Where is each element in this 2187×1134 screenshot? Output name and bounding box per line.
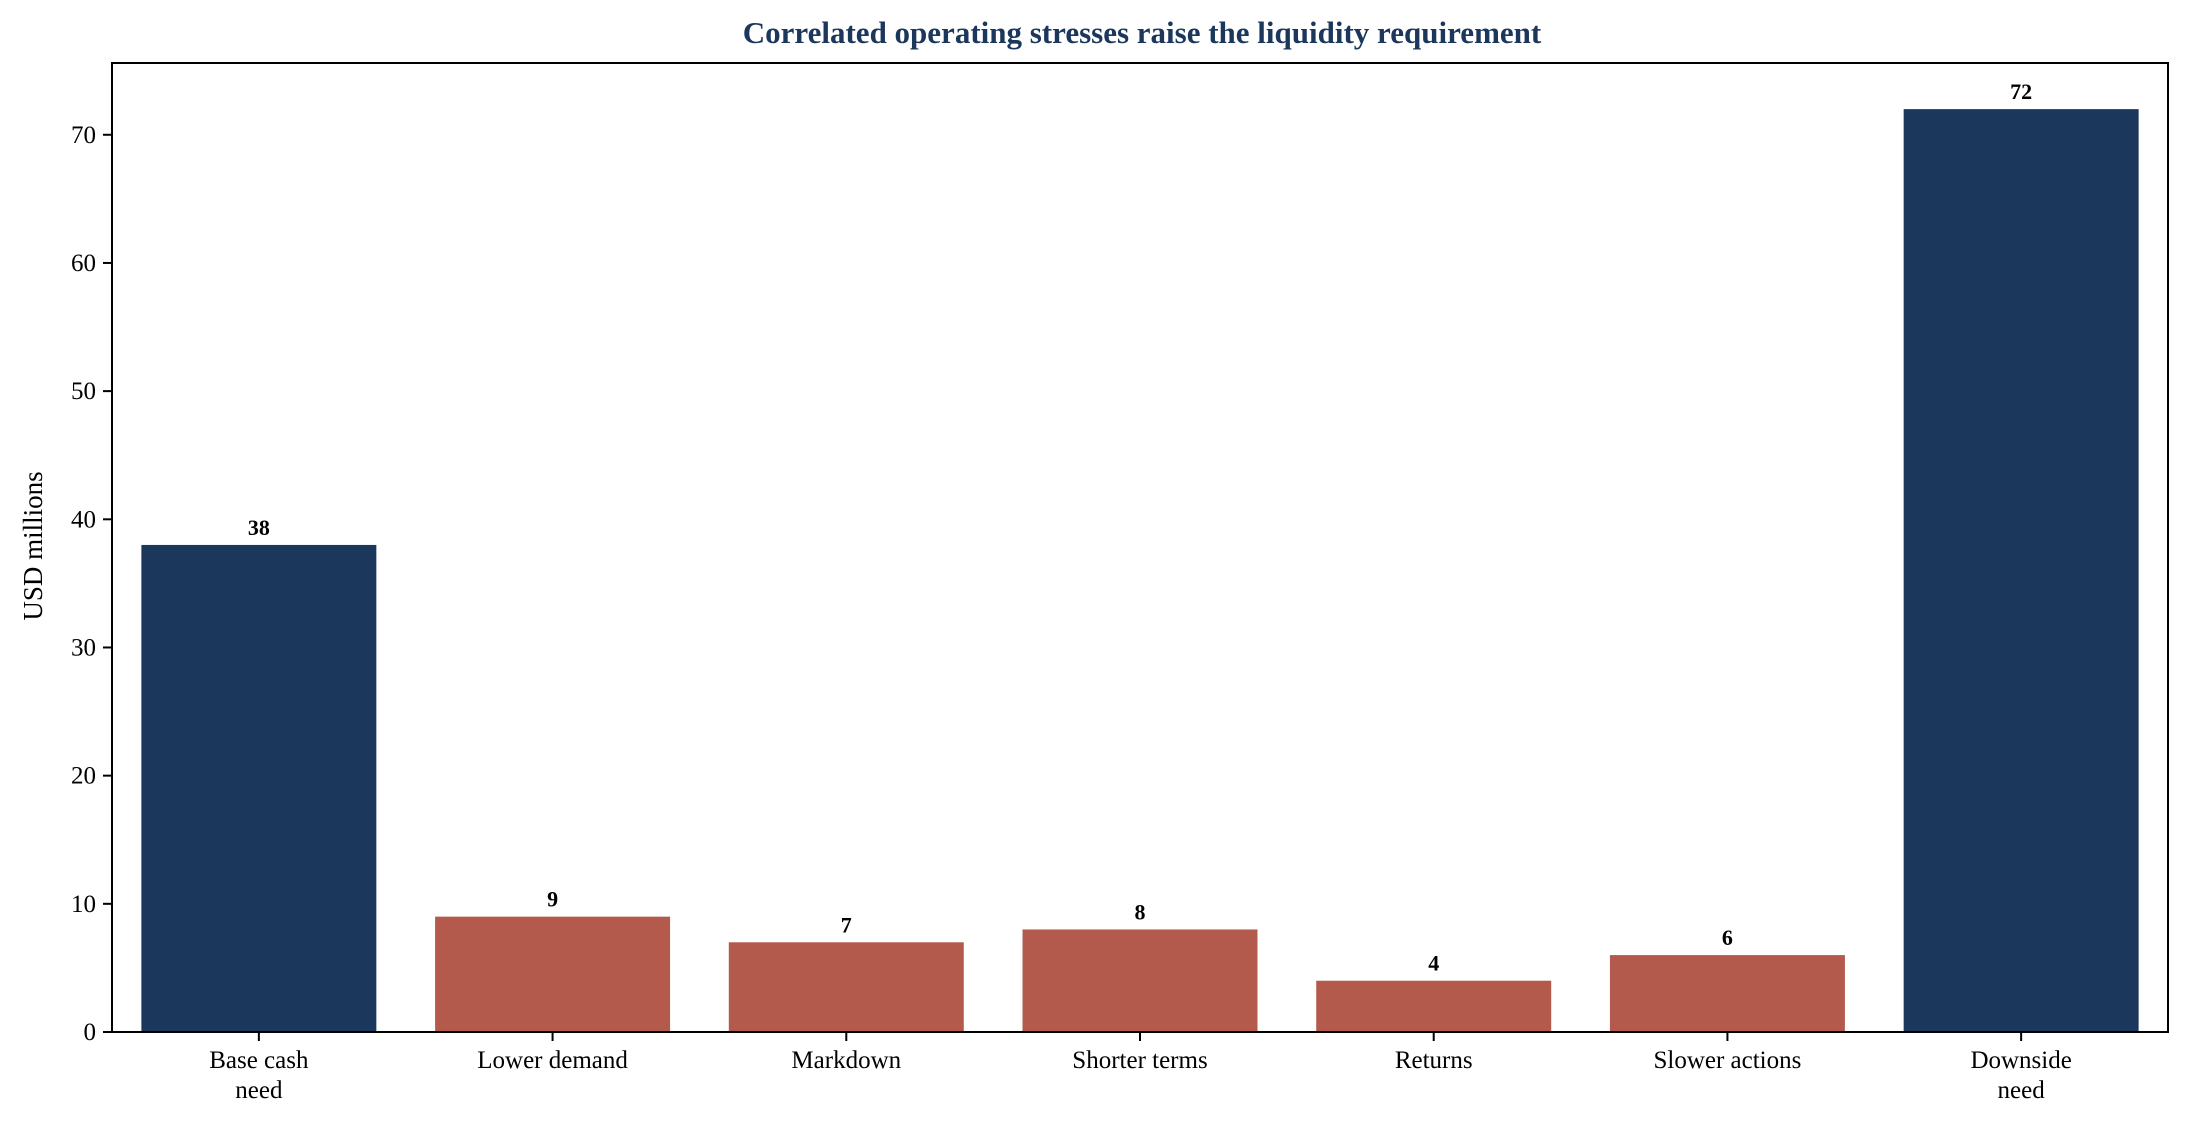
y-tick-label-0: 0 (84, 1019, 97, 1046)
data-labels-group: 38 9 7 8 4 6 72 (248, 79, 2032, 976)
data-label-4: 4 (1428, 951, 1439, 976)
x-tick-label-0: Base cash need (209, 1047, 309, 1104)
y-tick-label-4: 40 (71, 506, 96, 533)
bar-2 (728, 942, 964, 1032)
y-tick-label-6: 60 (71, 250, 96, 277)
bar-4 (1316, 980, 1552, 1032)
bars-group (141, 109, 2139, 1032)
y-tick-label-1: 10 (71, 891, 96, 918)
x-tick-label-3: Shorter terms (1072, 1047, 1207, 1074)
bar-0 (141, 544, 377, 1032)
data-label-2: 7 (841, 912, 852, 937)
x-tick-label-1: Lower demand (477, 1047, 628, 1074)
y-axis-label: USD millions (18, 471, 48, 620)
data-label-6: 72 (2010, 79, 2032, 104)
y-tick-label-2: 20 (71, 763, 96, 790)
x-axis: Base cash need Lower demand Markdown Shorter… (209, 1032, 2072, 1104)
bar-1 (435, 916, 671, 1032)
x-tick-label-5: Slower actions (1653, 1047, 1801, 1074)
y-tick-label-7: 70 (71, 122, 96, 149)
x-tick-label-2: Markdown (791, 1047, 901, 1074)
data-label-0: 38 (248, 515, 270, 540)
data-label-5: 6 (1722, 925, 1733, 950)
y-tick-label-3: 30 (71, 634, 96, 661)
bar-5 (1609, 955, 1845, 1032)
y-axis: 0 10 20 30 40 50 60 70 (71, 122, 112, 1046)
chart-title: Correlated operating stresses raise the … (743, 15, 1542, 50)
data-label-1: 9 (547, 887, 558, 912)
bar-3 (1022, 929, 1258, 1032)
data-label-3: 8 (1135, 899, 1146, 924)
bar-6 (1903, 109, 2139, 1032)
plot-frame (111, 62, 2169, 1033)
x-tick-label-6: Downside need (1970, 1047, 2071, 1104)
x-tick-label-4: Returns (1395, 1047, 1473, 1074)
y-tick-label-5: 50 (71, 378, 96, 405)
